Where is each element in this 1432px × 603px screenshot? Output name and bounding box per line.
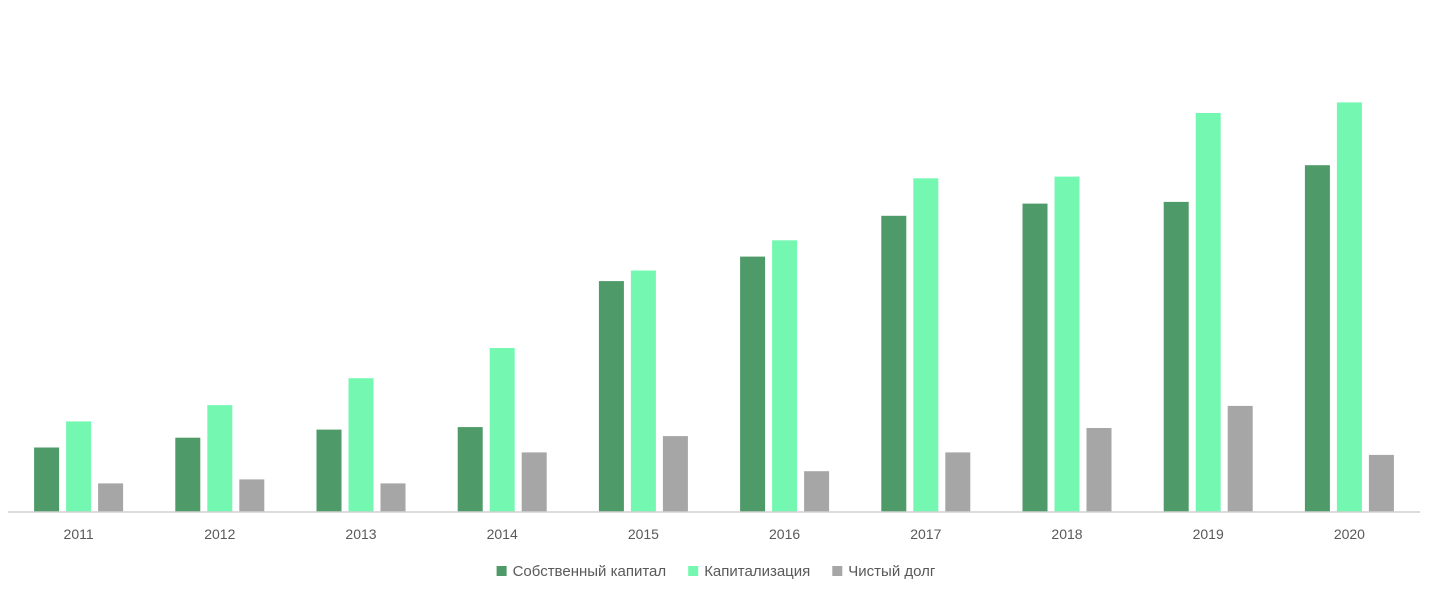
- bar-2012-series-1: [207, 405, 233, 512]
- bar-2016-series-2: [804, 471, 830, 512]
- legend-label-series-0: Собственный капитал: [513, 563, 667, 580]
- bars-group: [34, 102, 1394, 513]
- bar-2011-series-0: [34, 447, 60, 512]
- legend-item-series-1: Капитализация: [688, 563, 810, 580]
- bar-2019-series-0: [1163, 201, 1189, 512]
- bar-2014-series-2: [521, 452, 547, 512]
- bar-2015-series-0: [598, 281, 624, 512]
- x-tick-label-2016: 2016: [769, 526, 800, 542]
- x-tick-label-2013: 2013: [345, 526, 376, 542]
- legend-label-series-2: Чистый долг: [848, 563, 936, 580]
- bar-2012-series-0: [175, 437, 201, 512]
- legend-swatch-series-1: [688, 566, 699, 576]
- bar-2011-series-2: [98, 483, 124, 512]
- bar-2017-series-2: [945, 452, 971, 512]
- legend-item-series-0: Собственный капитал: [496, 563, 667, 580]
- x-tick-label-2017: 2017: [910, 526, 941, 542]
- legend: Собственный капитал Капитализация Чистый д…: [496, 563, 936, 580]
- bar-2017-series-0: [881, 215, 907, 513]
- legend-swatch-series-2: [832, 566, 843, 576]
- bar-2012-series-2: [239, 479, 265, 512]
- bar-2013-series-2: [380, 483, 406, 512]
- legend-label-series-1: Капитализация: [704, 563, 810, 580]
- x-tick-label-2014: 2014: [487, 526, 518, 542]
- bar-2015-series-2: [662, 436, 688, 512]
- bar-2015-series-1: [630, 270, 656, 512]
- bar-2020-series-2: [1368, 454, 1394, 512]
- bar-2019-series-2: [1227, 405, 1253, 512]
- x-tick-label-2019: 2019: [1193, 526, 1224, 542]
- bar-2016-series-1: [772, 240, 798, 513]
- x-tick-label-2015: 2015: [628, 526, 659, 542]
- bar-2020-series-1: [1336, 102, 1362, 513]
- bar-2018-series-1: [1054, 176, 1080, 512]
- bar-2019-series-1: [1195, 113, 1221, 512]
- bar-2017-series-1: [913, 178, 939, 513]
- bar-2011-series-1: [66, 421, 92, 512]
- bar-2020-series-0: [1304, 165, 1330, 512]
- bar-2018-series-2: [1086, 428, 1112, 512]
- x-tick-label-2012: 2012: [204, 526, 235, 542]
- bar-2016-series-0: [740, 256, 766, 512]
- bar-2014-series-0: [457, 427, 483, 512]
- bar-2013-series-0: [316, 429, 342, 512]
- x-tick-label-2011: 2011: [64, 526, 94, 542]
- bar-2018-series-0: [1022, 203, 1048, 512]
- legend-swatch-series-0: [496, 566, 507, 576]
- x-tick-label-2018: 2018: [1051, 526, 1082, 542]
- bar-2014-series-1: [489, 348, 515, 512]
- legend-item-series-2: Чистый долг: [832, 563, 936, 580]
- bar-2013-series-1: [348, 378, 374, 512]
- x-tick-labels: 2011 2012 2013 2014 2015 2016 2017 2018 2019 2020: [64, 526, 1366, 542]
- x-tick-label-2020: 2020: [1334, 526, 1365, 542]
